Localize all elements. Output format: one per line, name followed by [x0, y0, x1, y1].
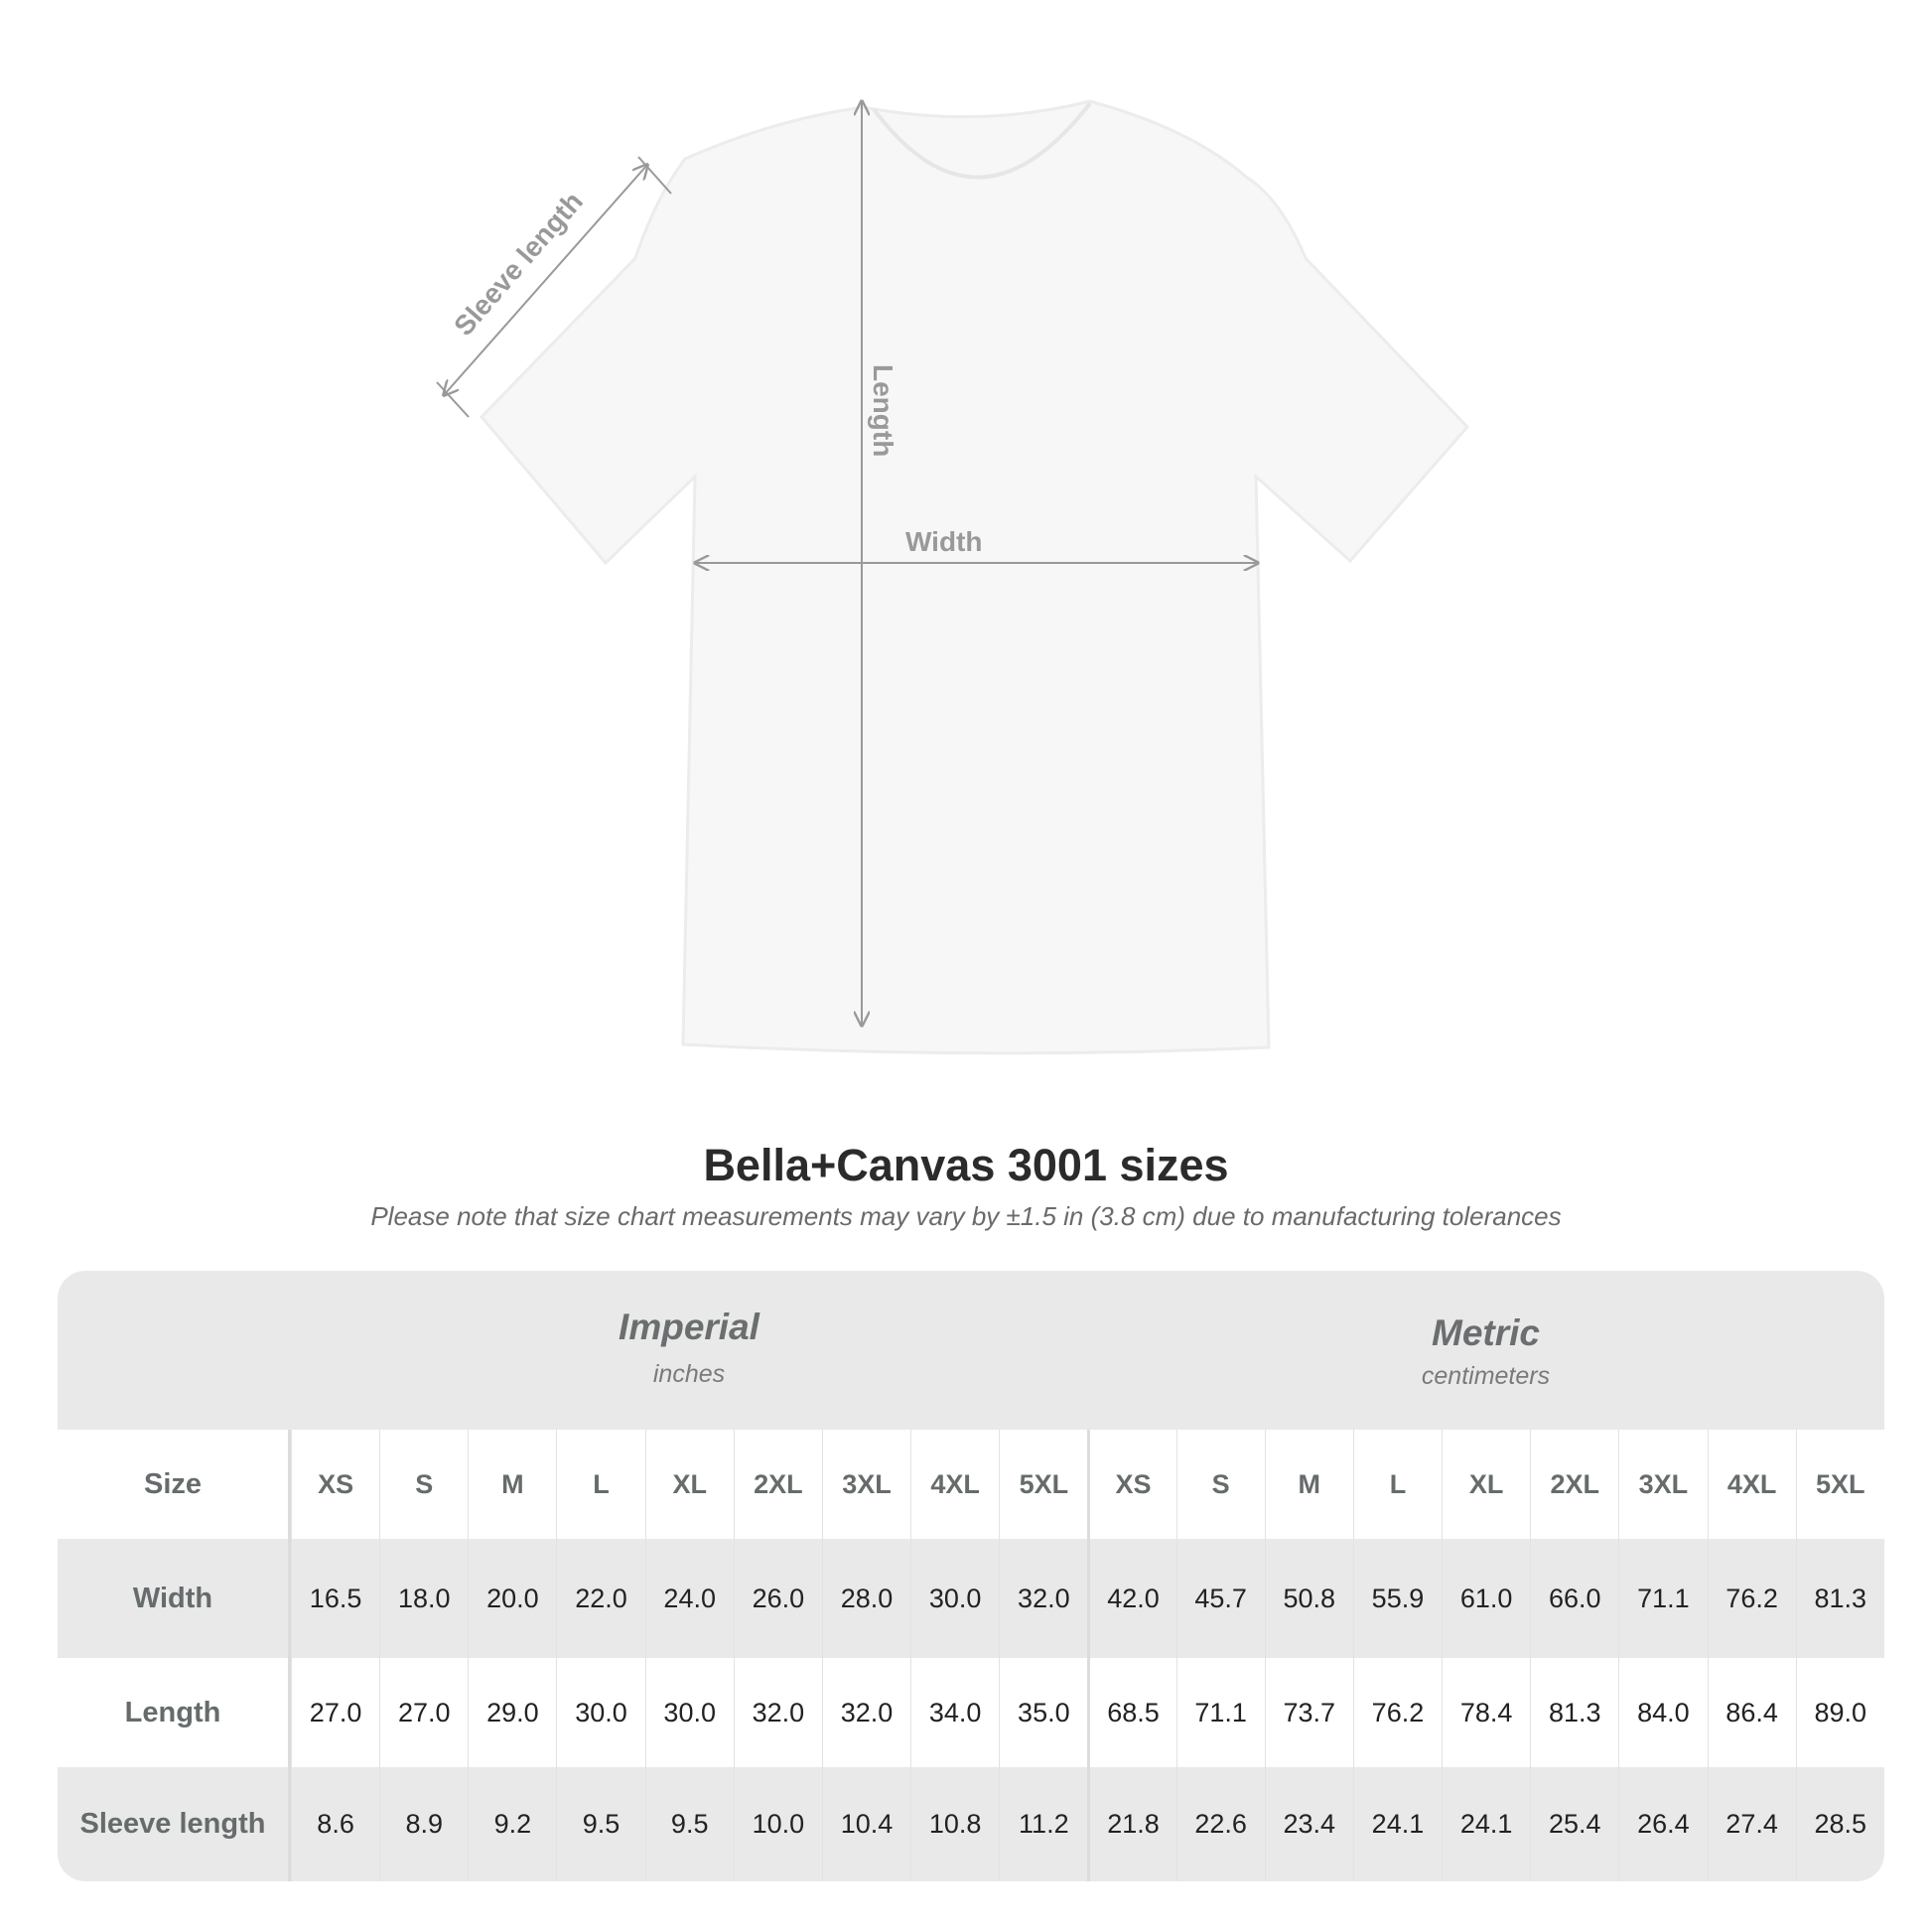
- table-cell: 73.7: [1264, 1658, 1353, 1767]
- table-cell: 32.0: [999, 1539, 1087, 1658]
- table-cell: 30.0: [644, 1658, 734, 1767]
- table-cell: 76.2: [1352, 1658, 1442, 1767]
- table-cell: 81.3: [1795, 1539, 1884, 1658]
- table-row: Sleeve length 8.6 8.9 9.2 9.5 9.5 10.0 10.4 10.8…: [58, 1767, 1884, 1881]
- table-cell: 27.0: [379, 1658, 468, 1767]
- length-label: Length: [868, 364, 898, 457]
- table-cell: 30.0: [556, 1658, 644, 1767]
- metric-unit: centimeters: [1421, 1362, 1551, 1390]
- size-header-cell: 5XL: [999, 1430, 1087, 1539]
- table-cell: 10.4: [821, 1767, 910, 1881]
- table-cell: 35.0: [999, 1658, 1087, 1767]
- size-header-cell: M: [468, 1430, 556, 1539]
- table-cell: 18.0: [379, 1539, 468, 1658]
- table-cell: 24.1: [1442, 1767, 1530, 1881]
- table-cell: 9.5: [644, 1767, 734, 1881]
- size-header-cell: XL: [644, 1430, 734, 1539]
- size-header-cell: S: [1175, 1430, 1265, 1539]
- size-header-cell: 5XL: [1795, 1430, 1884, 1539]
- table-cell: 42.0: [1087, 1539, 1175, 1658]
- row-label: Size: [58, 1430, 291, 1539]
- table-cell: 68.5: [1087, 1658, 1175, 1767]
- size-table: Imperial inches Metric centimeters Size X…: [58, 1271, 1884, 1881]
- row-label: Width: [58, 1539, 291, 1658]
- table-cell: 32.0: [821, 1658, 910, 1767]
- table-cell: 71.1: [1618, 1539, 1707, 1658]
- size-header-cell: L: [556, 1430, 644, 1539]
- table-cell: 84.0: [1618, 1658, 1707, 1767]
- table-cell: 81.3: [1530, 1658, 1618, 1767]
- table-row: Length 27.0 27.0 29.0 30.0 30.0 32.0 32.0 34.0 35…: [58, 1658, 1884, 1767]
- table-cell: 9.2: [468, 1767, 556, 1881]
- table-cell: 25.4: [1530, 1767, 1618, 1881]
- size-header-cell: 3XL: [821, 1430, 910, 1539]
- table-cell: 22.0: [556, 1539, 644, 1658]
- size-header-cell: XL: [1442, 1430, 1530, 1539]
- size-header-cell: 2XL: [733, 1430, 822, 1539]
- sleeve-arrow: [444, 165, 647, 395]
- table-cell: 32.0: [733, 1658, 822, 1767]
- imperial-unit: inches: [652, 1360, 726, 1388]
- table-cell: 61.0: [1442, 1539, 1530, 1658]
- table-cell: 8.9: [379, 1767, 468, 1881]
- table-cell: 24.1: [1352, 1767, 1442, 1881]
- table-cell: 8.6: [291, 1767, 379, 1881]
- metric-header: Metric centimeters: [1087, 1312, 1884, 1391]
- tshirt-shape: [479, 99, 1470, 1055]
- unit-header-band: [58, 1271, 1884, 1430]
- table-cell: 28.0: [821, 1539, 910, 1658]
- table-cell: 71.1: [1175, 1658, 1265, 1767]
- table-cell: 27.0: [291, 1658, 379, 1767]
- imperial-header: Imperial inches: [291, 1307, 1087, 1389]
- row-label: Length: [58, 1658, 291, 1767]
- table-cell: 20.0: [468, 1539, 556, 1658]
- table-cell: 66.0: [1530, 1539, 1618, 1658]
- table-cell: 16.5: [291, 1539, 379, 1658]
- table-cell: 50.8: [1264, 1539, 1353, 1658]
- table-cell: 45.7: [1175, 1539, 1265, 1658]
- table-row: Width 16.5 18.0 20.0 22.0 24.0 26.0 28.0 30.0 32.…: [58, 1539, 1884, 1658]
- table-cell: 26.0: [733, 1539, 822, 1658]
- size-header-cell: 4XL: [1707, 1430, 1796, 1539]
- table-cell: 30.0: [910, 1539, 999, 1658]
- metric-title: Metric: [1432, 1312, 1540, 1353]
- size-header-cell: M: [1264, 1430, 1353, 1539]
- size-header-cell: S: [379, 1430, 468, 1539]
- table-cell: 86.4: [1707, 1658, 1796, 1767]
- size-header-cell: XS: [1087, 1430, 1175, 1539]
- size-header-cell: XS: [291, 1430, 379, 1539]
- table-cell: 78.4: [1442, 1658, 1530, 1767]
- row-label: Sleeve length: [58, 1767, 291, 1881]
- table-cell: 23.4: [1264, 1767, 1353, 1881]
- size-header-cell: 4XL: [910, 1430, 999, 1539]
- table-cell: 29.0: [468, 1658, 556, 1767]
- page-title: Bella+Canvas 3001 sizes: [703, 1140, 1229, 1190]
- size-header-cell: 3XL: [1618, 1430, 1707, 1539]
- table-cell: 55.9: [1352, 1539, 1442, 1658]
- table-cell: 28.5: [1795, 1767, 1884, 1881]
- sleeve-length-label: Sleeve length: [448, 186, 589, 342]
- size-header-cell: 2XL: [1530, 1430, 1618, 1539]
- table-cell: 11.2: [999, 1767, 1087, 1881]
- table-cell: 10.8: [910, 1767, 999, 1881]
- size-header-row: Size XS S M L XL 2XL 3XL 4XL 5XL XS S M L XL 2XL 3XL 4XL 5…: [58, 1430, 1884, 1539]
- tshirt-diagram: Sleeve length Length Width: [436, 0, 1470, 1055]
- table-cell: 34.0: [910, 1658, 999, 1767]
- table-cell: 76.2: [1707, 1539, 1796, 1658]
- table-cell: 27.4: [1707, 1767, 1796, 1881]
- table-cell: 10.0: [733, 1767, 822, 1881]
- table-cell: 89.0: [1795, 1658, 1884, 1767]
- table-cell: 22.6: [1175, 1767, 1265, 1881]
- table-cell: 21.8: [1087, 1767, 1175, 1881]
- table-cell: 9.5: [556, 1767, 644, 1881]
- imperial-title: Imperial: [619, 1307, 759, 1347]
- width-label: Width: [905, 526, 983, 557]
- table-cell: 24.0: [644, 1539, 734, 1658]
- tolerance-note: Please note that size chart measurements…: [370, 1201, 1562, 1231]
- table-cell: 26.4: [1618, 1767, 1707, 1881]
- size-header-cell: L: [1352, 1430, 1442, 1539]
